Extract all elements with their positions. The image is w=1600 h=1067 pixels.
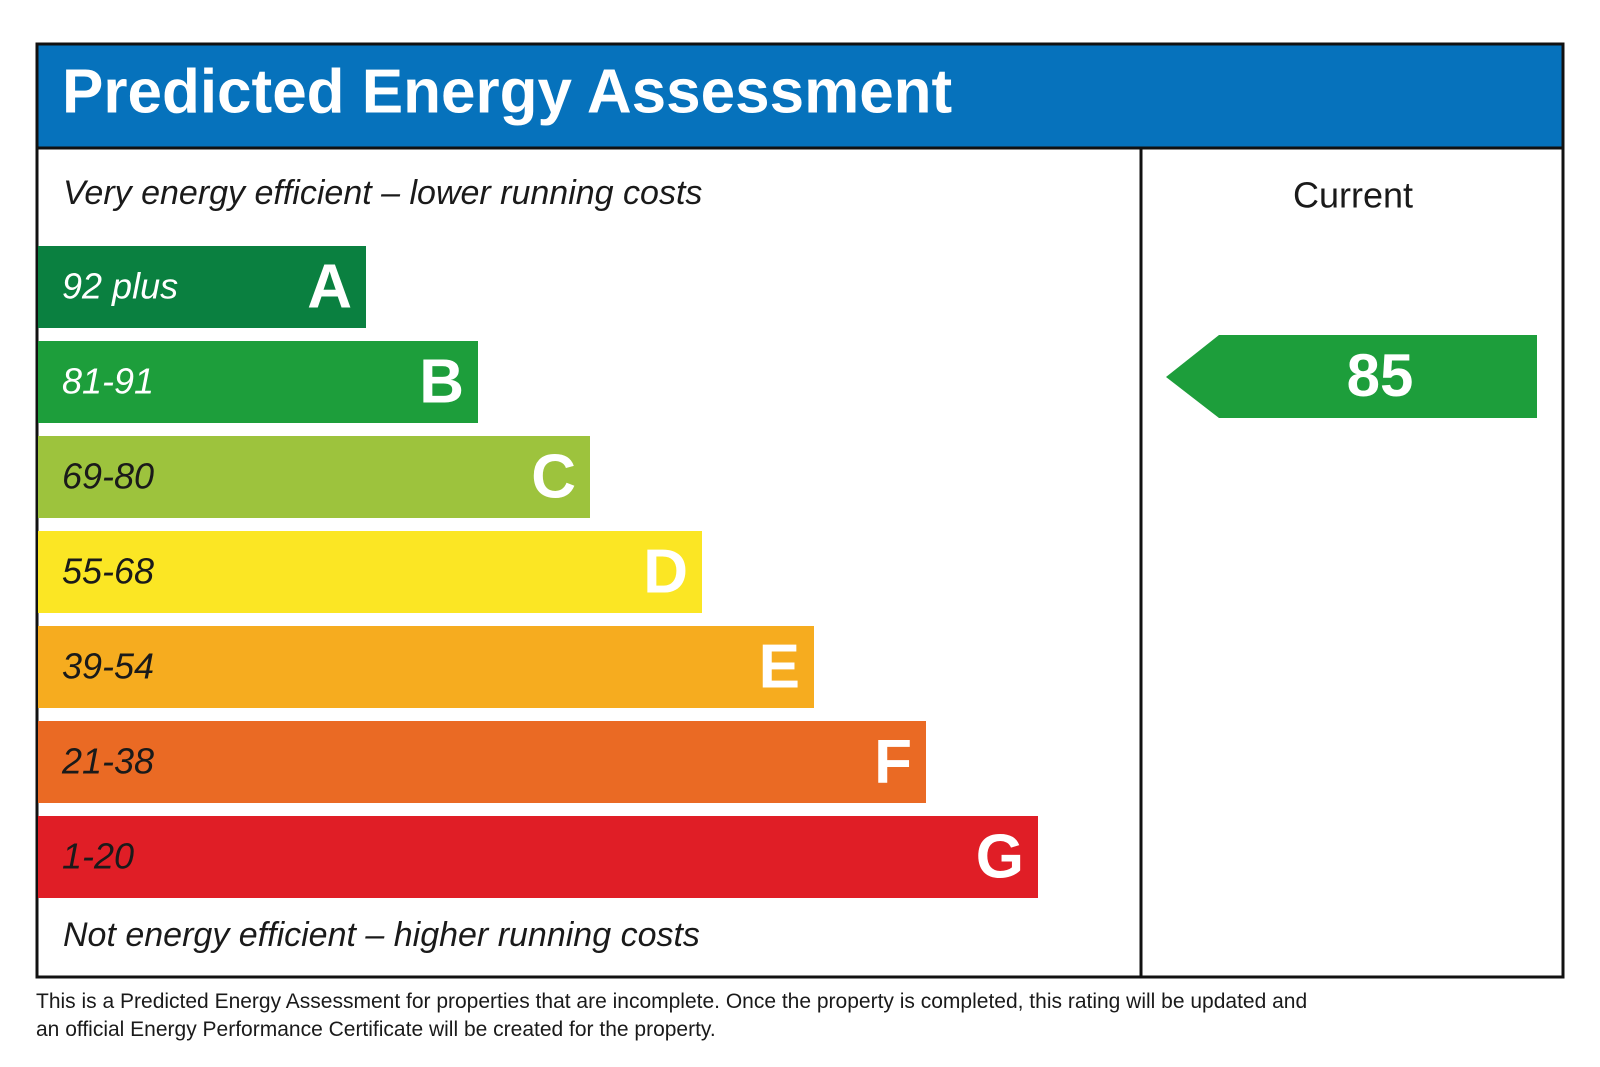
- current-arrow: [1166, 335, 1537, 418]
- band-letter: D: [643, 537, 688, 606]
- band-range: 69-80: [62, 456, 154, 497]
- band-bar: [38, 246, 366, 328]
- band-range: 1-20: [62, 836, 134, 877]
- band-letter: E: [759, 632, 800, 701]
- band-bar: [38, 721, 926, 803]
- top-label: Very energy efficient – lower running co…: [63, 174, 702, 212]
- band-letter: B: [419, 347, 464, 416]
- frame: [35, 42, 1565, 979]
- band-range: 55-68: [62, 551, 154, 592]
- bands: 92 plus A 81-91 B 69-80 C 55-68 D 39-54 E 21-38 F 1-…: [38, 246, 1038, 898]
- current-header: Current: [1293, 175, 1413, 216]
- band-range: 81-91: [62, 361, 154, 402]
- band-range: 21-38: [61, 741, 154, 782]
- footnote: This is a Predicted Energy Assessment fo…: [36, 990, 1308, 1041]
- band-range: 39-54: [62, 646, 154, 687]
- band-bar: [38, 816, 1038, 898]
- current-value: 85: [1347, 342, 1414, 409]
- band-letter: C: [531, 442, 576, 511]
- title: Predicted Energy Assessment: [62, 57, 952, 126]
- epc-chart: Predicted Energy Assessment Very energy …: [35, 42, 1565, 979]
- band-letter: A: [307, 252, 352, 321]
- band-bar: [38, 341, 478, 423]
- band-range: 92 plus: [62, 266, 178, 307]
- band-bar: [38, 531, 702, 613]
- band-bar: [38, 436, 590, 518]
- band-letter: G: [976, 822, 1024, 891]
- header-band: [36, 43, 1564, 148]
- band-letter: F: [874, 727, 912, 796]
- band-bar: [38, 626, 814, 708]
- bottom-label: Not energy efficient – higher running co…: [63, 916, 700, 954]
